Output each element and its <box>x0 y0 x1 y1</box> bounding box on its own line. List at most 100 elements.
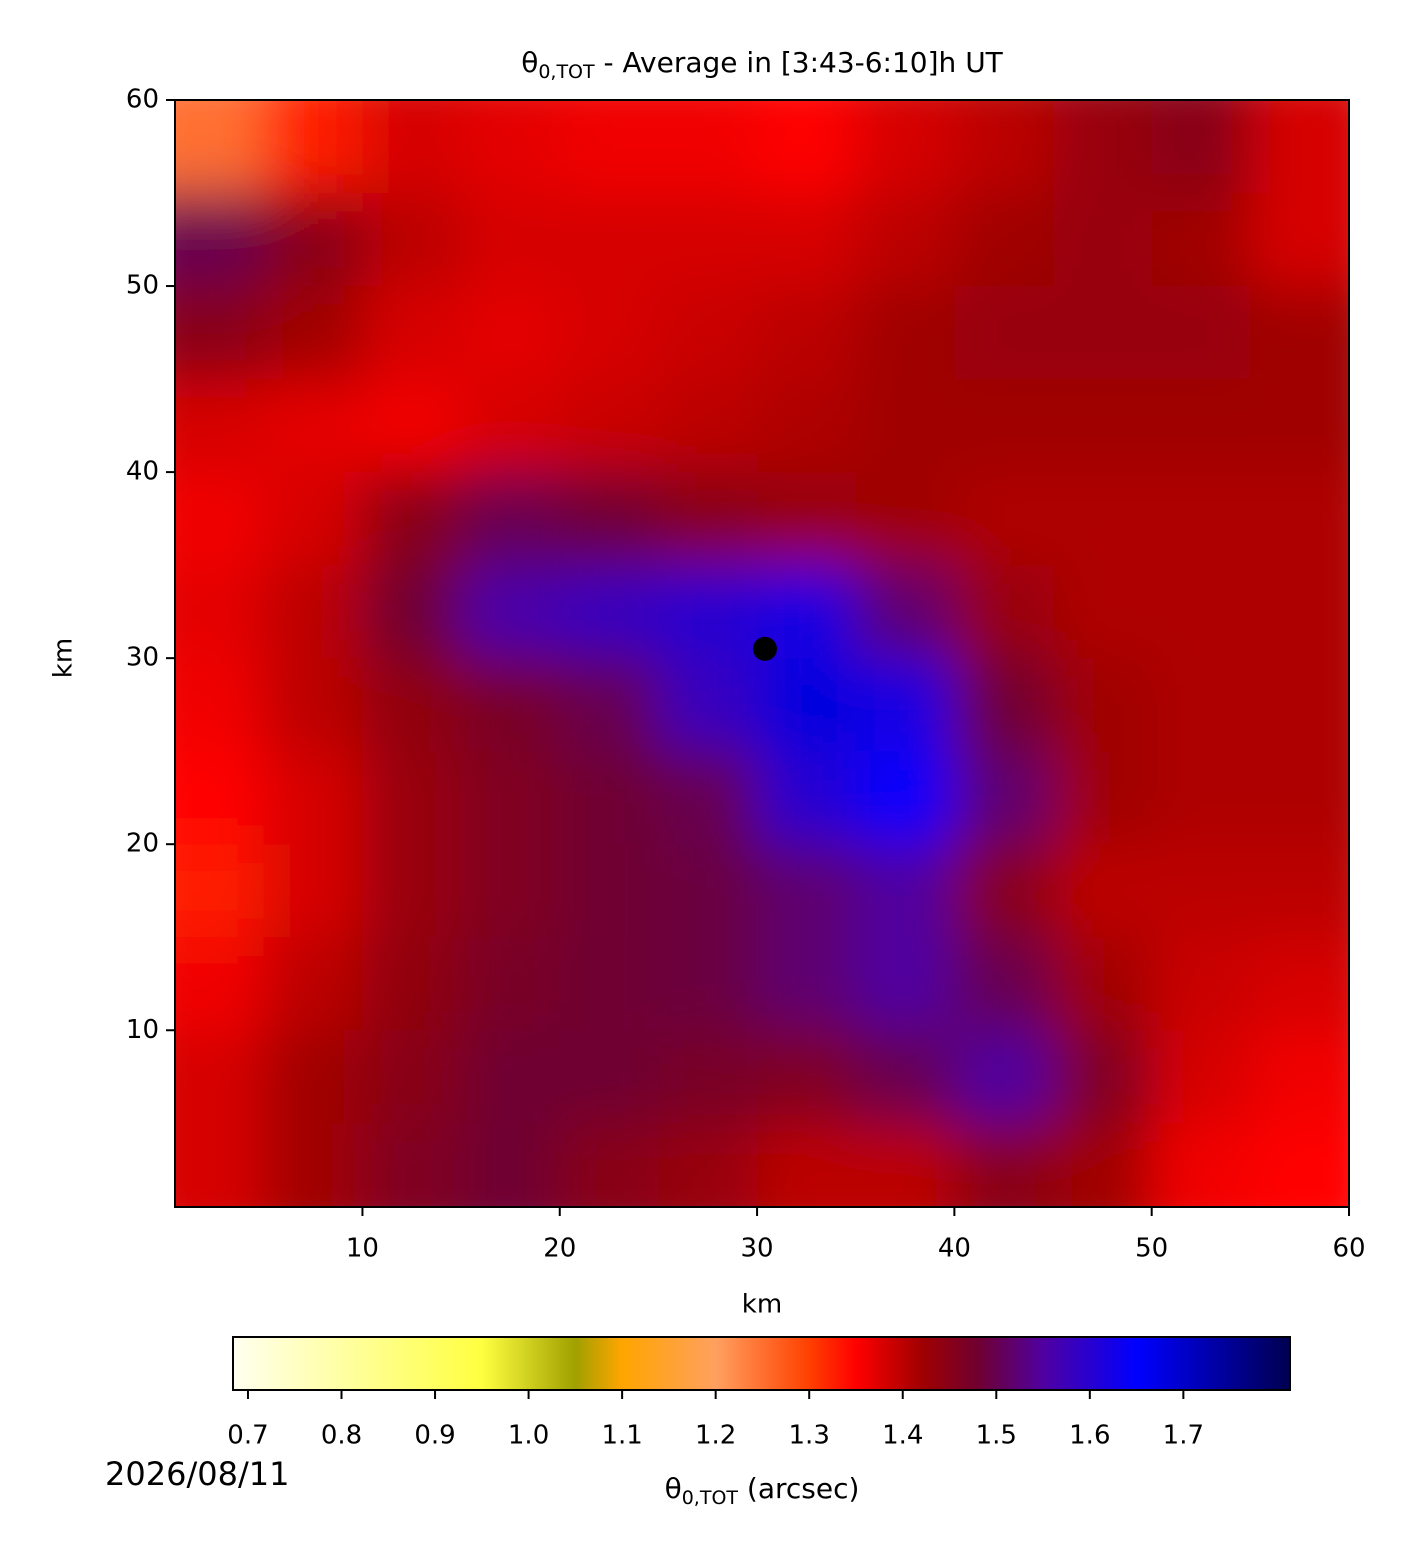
heatmap-cell <box>175 472 265 566</box>
heatmap-cell <box>1250 286 1349 380</box>
heatmap-cell <box>559 565 659 659</box>
date-stamp: 2026/08/11 <box>105 1455 289 1493</box>
heatmap-cell <box>658 1030 758 1124</box>
heatmap-cell <box>954 286 1054 380</box>
heatmap-cell <box>658 472 758 566</box>
heatmap-cell <box>175 1123 265 1207</box>
heatmap-cell <box>954 379 1054 473</box>
heatmap-cell <box>1250 937 1349 1031</box>
heatmap-cell <box>362 1030 462 1124</box>
heatmap-cell <box>855 286 955 380</box>
colorbar-tick-label: 1.6 <box>1069 1421 1110 1451</box>
heatmap-cell <box>658 937 758 1031</box>
heatmap-cell <box>855 379 955 473</box>
heatmap-cell <box>1053 472 1153 566</box>
heatmap-cell <box>175 937 265 1031</box>
heatmap-cell <box>362 937 462 1031</box>
heatmap-cell <box>1151 937 1251 1031</box>
heatmap-cell <box>757 472 857 566</box>
colorbar-label-symbol: θ <box>665 1472 682 1505</box>
colorbar-tick-label: 0.7 <box>227 1421 268 1451</box>
heatmap-cell <box>658 100 758 194</box>
heatmap-cell <box>855 472 955 566</box>
heatmap-cell <box>1151 472 1251 566</box>
heatmap-cell <box>1053 937 1153 1031</box>
chart-title: θ0,TOT - Average in [3:43-6:10]h UT <box>521 46 1003 83</box>
heatmap-cell <box>263 937 363 1031</box>
heatmap-cell <box>1053 565 1153 659</box>
heatmap-cell <box>263 100 363 194</box>
heatmap-cell <box>658 1123 758 1207</box>
heatmap-cell <box>175 1030 265 1124</box>
heatmap-cell <box>175 658 265 752</box>
title-subscript: 0,TOT <box>538 61 595 83</box>
heatmap-cell <box>362 100 462 194</box>
heatmap-cell <box>461 658 561 752</box>
heatmap-cell <box>362 565 462 659</box>
heatmap-cell <box>757 193 857 287</box>
heatmap-cell <box>658 844 758 938</box>
heatmap-cell <box>461 193 561 287</box>
heatmap-cell <box>954 937 1054 1031</box>
heatmap-cell <box>263 193 363 287</box>
heatmap-cell <box>461 100 561 194</box>
heatmap-cell <box>263 1123 363 1207</box>
heatmap-cell <box>1250 193 1349 287</box>
heatmap-cell <box>757 751 857 845</box>
location-marker <box>752 636 777 661</box>
heatmap-cell <box>362 658 462 752</box>
heatmap-cell <box>658 658 758 752</box>
heatmap-cell <box>175 565 265 659</box>
heatmap-cell <box>658 565 758 659</box>
heatmap-cell <box>1151 379 1251 473</box>
colorbar-tick-label: 0.8 <box>321 1421 362 1451</box>
heatmap-cell <box>855 1030 955 1124</box>
heatmap-cell <box>559 937 659 1031</box>
heatmap-cell <box>757 1123 857 1207</box>
y-tick-label: 10 <box>126 1015 159 1045</box>
colorbar-tick-label: 0.9 <box>414 1421 455 1451</box>
heatmap-cell <box>658 286 758 380</box>
heatmap-cell <box>1053 286 1153 380</box>
heatmap-cell <box>1053 193 1153 287</box>
x-tick-label: 10 <box>346 1234 379 1264</box>
heatmap-cell <box>175 100 265 194</box>
y-axis-label: km <box>49 638 79 678</box>
heatmap-cell <box>1250 565 1349 659</box>
heatmap-cell <box>263 565 363 659</box>
y-tick-label: 40 <box>126 457 159 487</box>
heatmap-cell <box>263 1030 363 1124</box>
heatmap-cell <box>461 565 561 659</box>
heatmap-cell <box>559 286 659 380</box>
heatmap-cell <box>559 751 659 845</box>
heatmap-cell <box>1053 751 1153 845</box>
heatmap-cell <box>559 193 659 287</box>
heatmap-cell <box>1151 1030 1251 1124</box>
colorbar-tick-label: 1.3 <box>789 1421 830 1451</box>
heatmap-cell <box>175 286 265 380</box>
heatmap-cell <box>461 844 561 938</box>
heatmap-cell <box>855 844 955 938</box>
title-text: - Average in [3:43-6:10]h UT <box>595 46 1004 79</box>
heatmap-cell <box>954 193 1054 287</box>
heatmap-cell <box>855 751 955 845</box>
heatmap-cell <box>1053 1123 1153 1207</box>
heatmap-cell <box>559 658 659 752</box>
x-axis-label: km <box>742 1290 782 1320</box>
title-symbol: θ <box>521 46 538 79</box>
heatmap-cell <box>1151 193 1251 287</box>
x-tick-label: 60 <box>1332 1234 1365 1264</box>
heatmap-cell <box>263 844 363 938</box>
colorbar-tick-label: 1.5 <box>976 1421 1017 1451</box>
heatmap-cell <box>757 937 857 1031</box>
heatmap-cell <box>362 193 462 287</box>
heatmap-cell <box>362 286 462 380</box>
heatmap-cell <box>1053 1030 1153 1124</box>
heatmap-cell <box>461 1030 561 1124</box>
colorbar-tick-label: 1.4 <box>882 1421 923 1451</box>
heatmap-cell <box>1053 100 1153 194</box>
y-tick-label: 50 <box>126 271 159 301</box>
colorbar-label: θ0,TOT (arcsec) <box>665 1472 860 1509</box>
heatmap-cell <box>1151 751 1251 845</box>
